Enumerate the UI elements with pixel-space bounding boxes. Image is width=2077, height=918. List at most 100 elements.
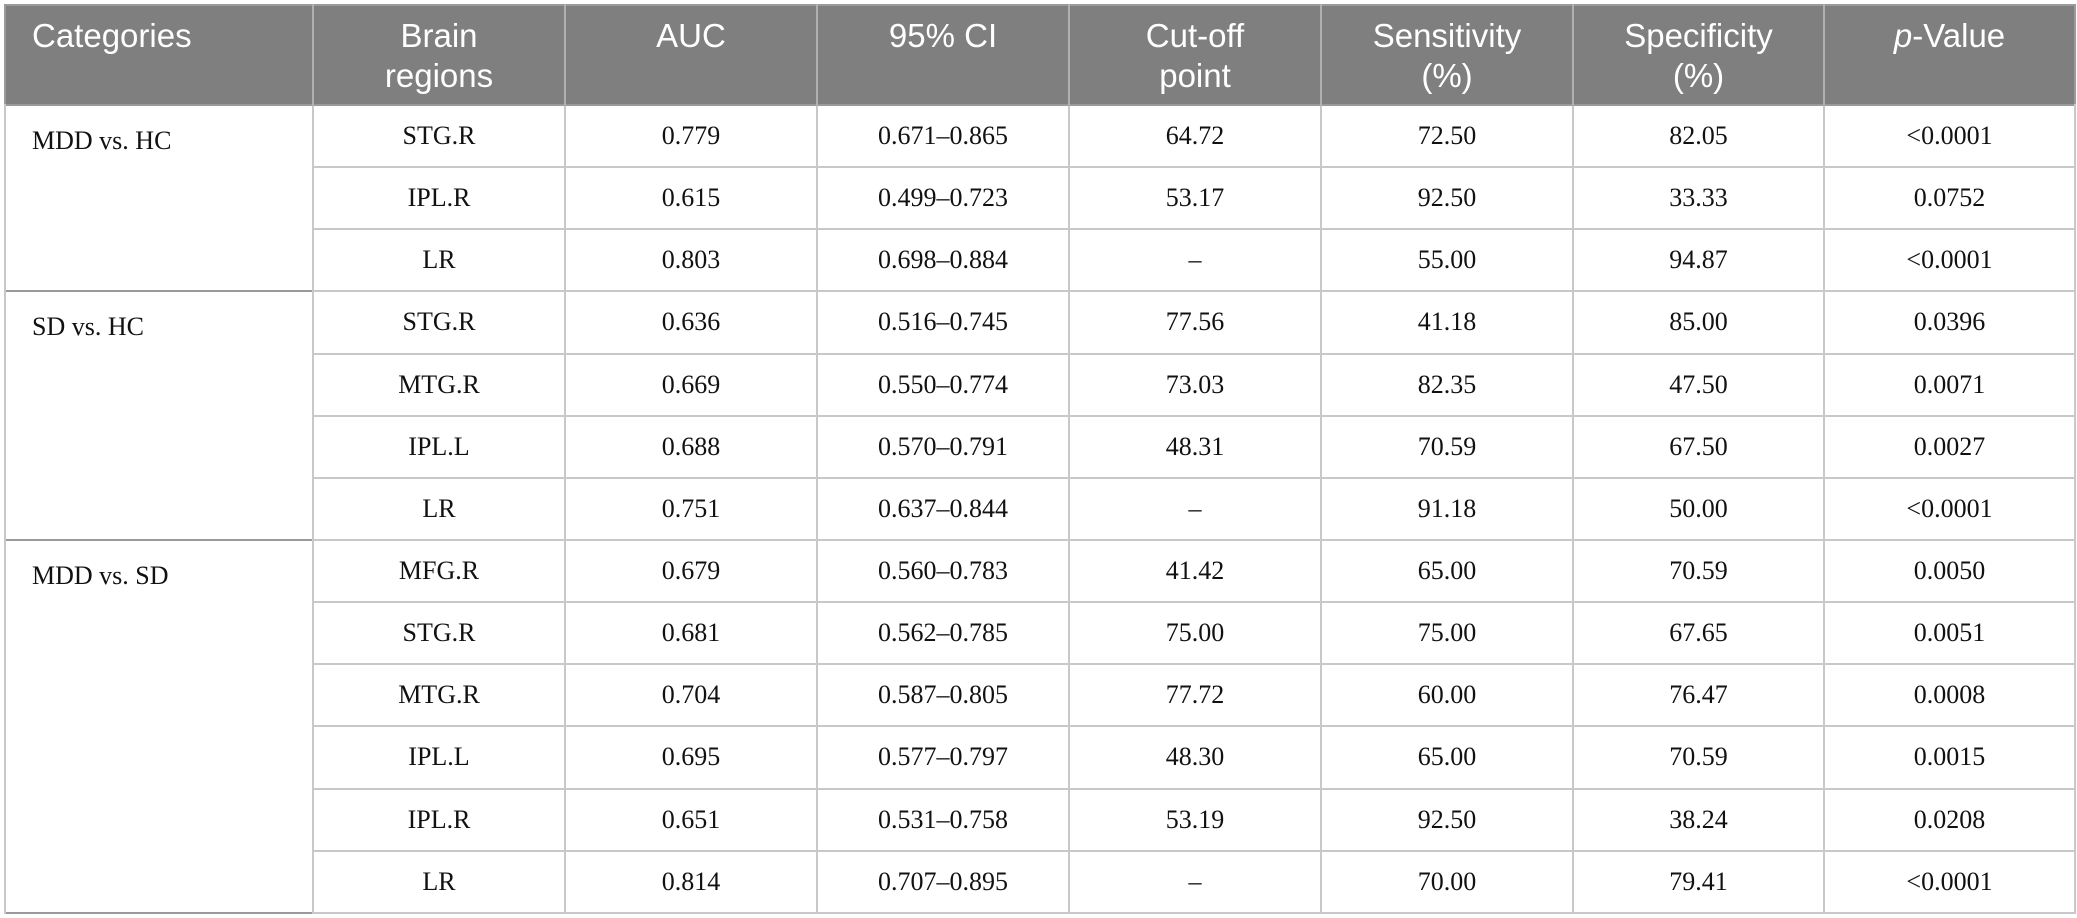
cell-region: IPL.R	[312, 166, 566, 231]
cell-region: MTG.R	[312, 663, 566, 728]
header-label: Cut-off point	[1145, 17, 1245, 94]
cell-specificity: 33.33	[1572, 166, 1825, 231]
cell-auc: 0.695	[564, 725, 818, 790]
header-row: Categories Brain regions AUC 95% CI Cut-…	[5, 5, 2075, 105]
cell-cutoff: 53.19	[1068, 787, 1322, 852]
cell-auc: 0.751	[564, 476, 818, 541]
cell-pvalue: 0.0050	[1823, 538, 2076, 604]
cell-sensitivity: 75.00	[1320, 601, 1574, 666]
results-table: Categories Brain regions AUC 95% CI Cut-…	[4, 4, 2076, 915]
cell-cutoff: 48.30	[1068, 725, 1322, 790]
cell-sensitivity: 41.18	[1320, 290, 1574, 355]
table-row: SD vs. HC STG.R 0.636 0.516–0.745 77.56 41.18…	[4, 290, 2076, 540]
cell-cutoff: 73.03	[1068, 352, 1322, 417]
cell-cutoff: –	[1068, 228, 1322, 293]
cell-sensitivity: 70.59	[1320, 414, 1574, 479]
cell-sensitivity: 60.00	[1320, 663, 1574, 728]
cell-region: IPL.L	[312, 414, 566, 479]
cell-specificity: 38.24	[1572, 787, 1825, 852]
header-label: Sensitivity (%)	[1372, 17, 1522, 94]
cell-ci: 0.707–0.895	[816, 849, 1070, 915]
table-row: IPL.R 0.651 0.531–0.758 53.19 92.50 38.24 0.02…	[5, 787, 2076, 852]
cell-specificity: 47.50	[1572, 352, 1825, 417]
cell-ci: 0.577–0.797	[816, 725, 1070, 790]
cell-sensitivity: 92.50	[1320, 787, 1574, 852]
header-label: AUC	[656, 17, 726, 54]
header-pvalue: p-Value	[1823, 5, 2075, 105]
cell-sensitivity: 72.50	[1320, 103, 1574, 169]
cell-pvalue: 0.0027	[1823, 414, 2076, 479]
table-body: MDD vs. HC STG.R 0.779 0.671–0.865 64.72 72.5…	[4, 103, 2076, 915]
cell-sensitivity: 70.00	[1320, 849, 1574, 915]
cell-auc: 0.651	[564, 787, 818, 852]
header-pvalue-rest: -Value	[1912, 17, 2006, 54]
cell-auc: 0.704	[564, 663, 818, 728]
cell-specificity: 70.59	[1572, 725, 1825, 790]
header-sensitivity: Sensitivity (%)	[1320, 5, 1573, 105]
cell-ci: 0.698–0.884	[816, 228, 1070, 293]
cell-pvalue: 0.0015	[1823, 725, 2076, 790]
cell-category: MDD vs. SD	[4, 538, 314, 913]
table-row: MDD vs. SD MFG.R 0.679 0.560–0.783 41.42 65.0…	[4, 538, 2076, 913]
header-pvalue-italic: p	[1893, 17, 1913, 54]
cell-pvalue: 0.0208	[1823, 787, 2076, 852]
cell-pvalue: <0.0001	[1823, 103, 2076, 169]
table-row: LR 0.751 0.637–0.844–91.18 50.00 <0.0001	[5, 476, 2076, 541]
table-row: MDD vs. HC STG.R 0.779 0.671–0.865 64.72 72.5…	[4, 103, 2076, 292]
cell-specificity: 94.87	[1572, 228, 1825, 293]
cell-cutoff: 53.17	[1068, 166, 1322, 231]
cell-cutoff: –	[1068, 849, 1322, 915]
table-header: Categories Brain regions AUC 95% CI Cut-…	[5, 5, 2075, 105]
cell-ci: 0.570–0.791	[816, 414, 1070, 479]
cell-auc: 0.679	[564, 538, 818, 604]
cell-pvalue: 0.0051	[1823, 601, 2076, 666]
cell-sensitivity: 65.00	[1320, 538, 1574, 604]
cell-pvalue: <0.0001	[1823, 476, 2076, 541]
table-row: MTG.R 0.669 0.550–0.774 73.03 82.35 47.50 0.00…	[5, 352, 2076, 417]
header-brain-regions: Brain regions	[312, 5, 565, 105]
cell-cutoff: 48.31	[1068, 414, 1322, 479]
cell-ci: 0.499–0.723	[816, 166, 1070, 231]
header-label: 95% CI	[888, 17, 998, 54]
cell-sensitivity: 91.18	[1320, 476, 1574, 541]
cell-ci: 0.587–0.805	[816, 663, 1070, 728]
cell-cutoff: 75.00	[1068, 601, 1322, 666]
cell-pvalue: 0.0396	[1823, 290, 2076, 355]
table-row: IPL.L 0.695 0.577–0.797 48.30 65.00 70.59 0.00…	[5, 725, 2076, 790]
cell-cutoff: 77.56	[1068, 290, 1322, 355]
cell-specificity: 85.00	[1572, 290, 1825, 355]
cell-ci: 0.671–0.865	[816, 103, 1070, 169]
table-row: LR 0.814 0.707–0.895–70.00 79.41 <0.0001	[5, 849, 2076, 915]
table-row: IPL.R 0.615 0.499–0.723 53.17 92.50 33.33 0.07…	[5, 166, 2076, 231]
cell-auc: 0.688	[564, 414, 818, 479]
cell-region: IPL.R	[312, 787, 566, 852]
cell-region: IPL.L	[312, 725, 566, 790]
cell-cutoff: 41.42	[1068, 538, 1322, 604]
cell-pvalue: <0.0001	[1823, 849, 2076, 915]
cell-ci: 0.637–0.844	[816, 476, 1070, 541]
table-row: STG.R 0.681 0.562–0.785 75.00 75.00 67.65 0.00…	[5, 601, 2076, 666]
cell-region: MTG.R	[312, 352, 566, 417]
cell-pvalue: 0.0752	[1823, 166, 2076, 231]
cell-sensitivity: 82.35	[1320, 352, 1574, 417]
cell-region: STG.R	[312, 601, 566, 666]
table-row: MTG.R 0.704 0.587–0.805 77.72 60.00 76.47 0.00…	[5, 663, 2076, 728]
header-cutoff: Cut-off point	[1068, 5, 1321, 105]
cell-cutoff: 64.72	[1068, 103, 1322, 169]
header-categories: Categories	[5, 5, 313, 105]
cell-region: LR	[312, 228, 566, 293]
header-label: Categories	[32, 17, 192, 54]
cell-sensitivity: 55.00	[1320, 228, 1574, 293]
cell-specificity: 79.41	[1572, 849, 1825, 915]
cell-auc: 0.636	[564, 290, 818, 355]
cell-category: SD vs. HC	[4, 290, 314, 540]
cell-pvalue: <0.0001	[1823, 228, 2076, 293]
cell-ci: 0.560–0.783	[816, 538, 1070, 604]
cell-pvalue: 0.0071	[1823, 352, 2076, 417]
cell-region: LR	[312, 476, 566, 541]
cell-region: LR	[312, 849, 566, 915]
cell-cutoff: –	[1068, 476, 1322, 541]
cell-region: MFG.R	[312, 538, 566, 604]
cell-auc: 0.615	[564, 166, 818, 231]
header-specificity: Specificity (%)	[1572, 5, 1824, 105]
